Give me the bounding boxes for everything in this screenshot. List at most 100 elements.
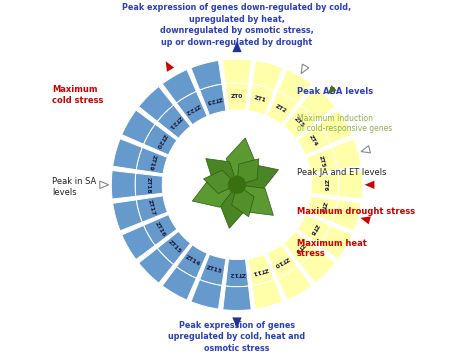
Polygon shape	[192, 179, 237, 207]
Wedge shape	[332, 200, 361, 231]
Wedge shape	[223, 59, 251, 84]
Wedge shape	[111, 171, 136, 199]
Text: ZT19: ZT19	[147, 153, 156, 171]
Wedge shape	[267, 91, 298, 125]
Polygon shape	[226, 138, 256, 185]
Text: ZT3: ZT3	[293, 116, 306, 129]
Wedge shape	[226, 83, 248, 111]
Text: ZT4: ZT4	[308, 134, 319, 147]
Wedge shape	[332, 139, 361, 170]
Wedge shape	[162, 267, 196, 300]
Wedge shape	[136, 196, 167, 222]
Text: Peak in SA
levels: Peak in SA levels	[52, 177, 96, 197]
Text: Maximum drought stress: Maximum drought stress	[297, 207, 415, 216]
Text: Peak JA and ET levels: Peak JA and ET levels	[297, 168, 386, 177]
Wedge shape	[248, 254, 274, 286]
Text: ZT7: ZT7	[318, 201, 326, 214]
Wedge shape	[191, 61, 222, 90]
Wedge shape	[267, 245, 298, 278]
Text: ZT20: ZT20	[154, 132, 167, 149]
Wedge shape	[135, 173, 163, 196]
Wedge shape	[297, 124, 330, 155]
Wedge shape	[301, 248, 335, 283]
Wedge shape	[157, 105, 191, 138]
Wedge shape	[283, 231, 317, 265]
Wedge shape	[139, 87, 173, 121]
Text: ZT22: ZT22	[184, 102, 201, 115]
Text: ZT15: ZT15	[167, 240, 182, 255]
Wedge shape	[301, 87, 335, 121]
Polygon shape	[361, 146, 371, 153]
Polygon shape	[360, 216, 371, 224]
Text: ZT21: ZT21	[167, 115, 182, 130]
Wedge shape	[319, 110, 352, 144]
Wedge shape	[144, 124, 177, 155]
Text: ZT11: ZT11	[251, 266, 268, 274]
Polygon shape	[232, 185, 254, 217]
Wedge shape	[283, 105, 317, 138]
Polygon shape	[166, 61, 174, 72]
Text: Maximum heat
stress: Maximum heat stress	[297, 239, 367, 258]
Wedge shape	[176, 245, 207, 278]
Text: ZT5: ZT5	[318, 155, 326, 168]
Text: ZT17: ZT17	[147, 199, 156, 216]
Text: ZT0: ZT0	[231, 94, 243, 99]
Wedge shape	[113, 139, 142, 170]
Polygon shape	[220, 185, 246, 228]
Polygon shape	[237, 164, 279, 190]
Polygon shape	[328, 85, 337, 94]
Circle shape	[228, 176, 246, 193]
Text: ZT1: ZT1	[253, 95, 266, 104]
Wedge shape	[144, 215, 177, 245]
Wedge shape	[191, 279, 222, 309]
Text: ZT18: ZT18	[146, 177, 151, 193]
Wedge shape	[278, 267, 312, 300]
Text: ZT23: ZT23	[206, 95, 223, 104]
Polygon shape	[365, 181, 374, 189]
Text: Maximum
cold stress: Maximum cold stress	[52, 85, 103, 105]
Wedge shape	[157, 231, 191, 265]
Polygon shape	[206, 158, 237, 185]
Wedge shape	[252, 61, 283, 90]
Text: ZT8: ZT8	[308, 222, 319, 236]
Wedge shape	[176, 91, 207, 125]
Wedge shape	[223, 286, 251, 310]
Wedge shape	[338, 171, 363, 199]
Wedge shape	[122, 225, 155, 260]
Text: Peak expression of genes
upregulated by cold, heat and
osmotic stress: Peak expression of genes upregulated by …	[168, 321, 306, 353]
Polygon shape	[232, 318, 242, 329]
Text: ZT2: ZT2	[274, 103, 288, 114]
Wedge shape	[200, 254, 226, 286]
Wedge shape	[122, 110, 155, 144]
Polygon shape	[301, 64, 309, 74]
Polygon shape	[203, 170, 237, 194]
Text: Maximum induction
of cold-responsive genes: Maximum induction of cold-responsive gen…	[297, 114, 392, 133]
Text: ZT12: ZT12	[229, 271, 245, 276]
Polygon shape	[100, 181, 109, 189]
Wedge shape	[113, 200, 142, 231]
Text: ZT9: ZT9	[293, 241, 306, 253]
Polygon shape	[237, 159, 259, 185]
Text: Peak expression of genes down-regulated by cold,
upregulated by heat,
downregula: Peak expression of genes down-regulated …	[122, 3, 352, 47]
Wedge shape	[319, 225, 352, 260]
Wedge shape	[252, 279, 283, 309]
Wedge shape	[311, 173, 339, 196]
Wedge shape	[297, 215, 330, 245]
Text: ZT16: ZT16	[154, 221, 167, 237]
Wedge shape	[226, 259, 248, 287]
Wedge shape	[200, 84, 226, 115]
Wedge shape	[278, 69, 312, 103]
Wedge shape	[307, 196, 338, 222]
Wedge shape	[248, 84, 274, 115]
Text: Peak ABA levels: Peak ABA levels	[297, 87, 373, 96]
Wedge shape	[162, 69, 196, 103]
Wedge shape	[136, 147, 167, 174]
Polygon shape	[232, 41, 242, 52]
Polygon shape	[237, 185, 273, 215]
Text: ZT10: ZT10	[273, 255, 290, 267]
Text: ZT13: ZT13	[206, 266, 223, 274]
Wedge shape	[139, 248, 173, 283]
Text: ZT14: ZT14	[184, 255, 201, 268]
Text: ZT6: ZT6	[323, 179, 328, 191]
Wedge shape	[307, 147, 338, 174]
